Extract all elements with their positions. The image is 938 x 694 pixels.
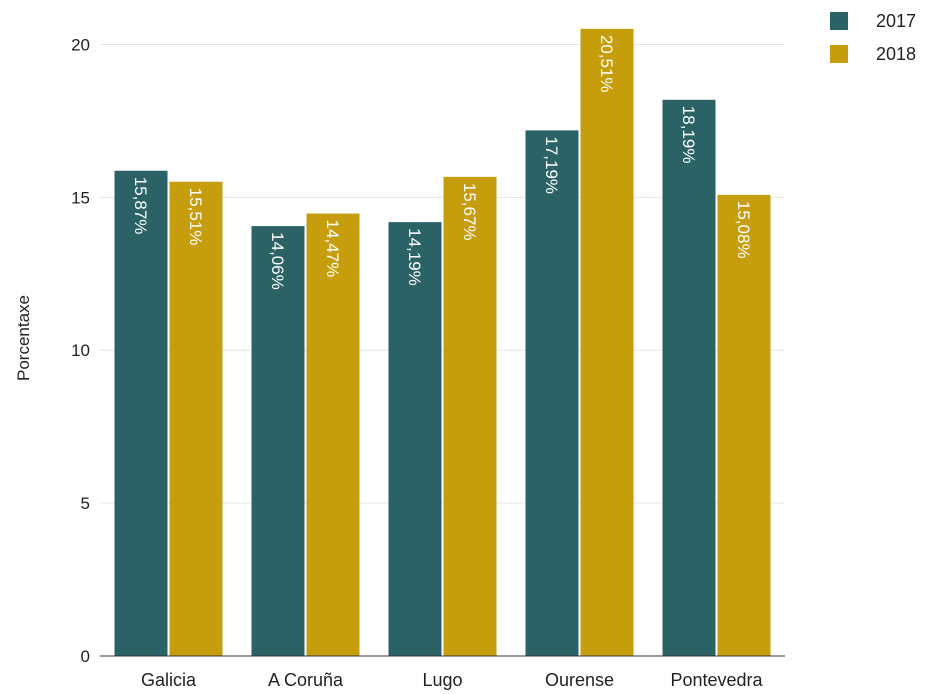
- legend-swatch: [830, 45, 848, 63]
- bar-2018-ourense: [580, 28, 634, 656]
- legend-label: 2017: [876, 11, 916, 31]
- legend: 2017 2018: [830, 11, 916, 64]
- bar-2017-pontevedra: [662, 99, 716, 656]
- bar-2018-a-coruña: [306, 213, 360, 656]
- x-tick-label: A Coruña: [268, 670, 344, 690]
- bars: [114, 28, 771, 657]
- data-labels: 15,87% 15,51% 14,06% 14,47% 14,19% 15,67% 17,1…: [131, 35, 753, 290]
- bar-2017-lugo: [388, 222, 442, 656]
- bar-data-label: 17,19%: [542, 136, 561, 194]
- bar-2017-a-coruña: [251, 226, 305, 657]
- bar-2018-lugo: [443, 176, 497, 656]
- x-tick-label: Pontevedra: [670, 670, 763, 690]
- y-tick-label: 0: [81, 647, 90, 666]
- bar-data-label: 15,67%: [460, 183, 479, 241]
- bar-data-label: 20,51%: [597, 35, 616, 93]
- y-tick-label: 20: [71, 35, 90, 54]
- x-tick-label: Ourense: [545, 670, 614, 690]
- bar-data-label: 15,08%: [734, 201, 753, 259]
- bar-data-label: 15,87%: [131, 177, 150, 235]
- legend-label: 2018: [876, 44, 916, 64]
- bar-data-label: 14,19%: [405, 228, 424, 286]
- bar-2018-pontevedra: [717, 194, 771, 656]
- y-tick-label: 10: [71, 341, 90, 360]
- y-axis-label: Porcentaxe: [14, 295, 33, 381]
- y-tick-label: 5: [81, 494, 90, 513]
- x-tick-label: Galicia: [141, 670, 197, 690]
- y-tick-label: 15: [71, 188, 90, 207]
- bar-2017-ourense: [525, 130, 579, 656]
- bar-data-label: 14,06%: [268, 232, 287, 290]
- bar-2017-galicia: [114, 170, 168, 656]
- legend-swatch: [830, 12, 848, 30]
- bar-data-label: 14,47%: [323, 220, 342, 278]
- bar-2018-galicia: [169, 181, 223, 656]
- bar-data-label: 18,19%: [679, 106, 698, 164]
- axes: 0 5 10 15 20 Porcentaxe Galicia A Coruña Lugo Our…: [14, 35, 785, 690]
- x-tick-label: Lugo: [422, 670, 462, 690]
- bar-data-label: 15,51%: [186, 188, 205, 246]
